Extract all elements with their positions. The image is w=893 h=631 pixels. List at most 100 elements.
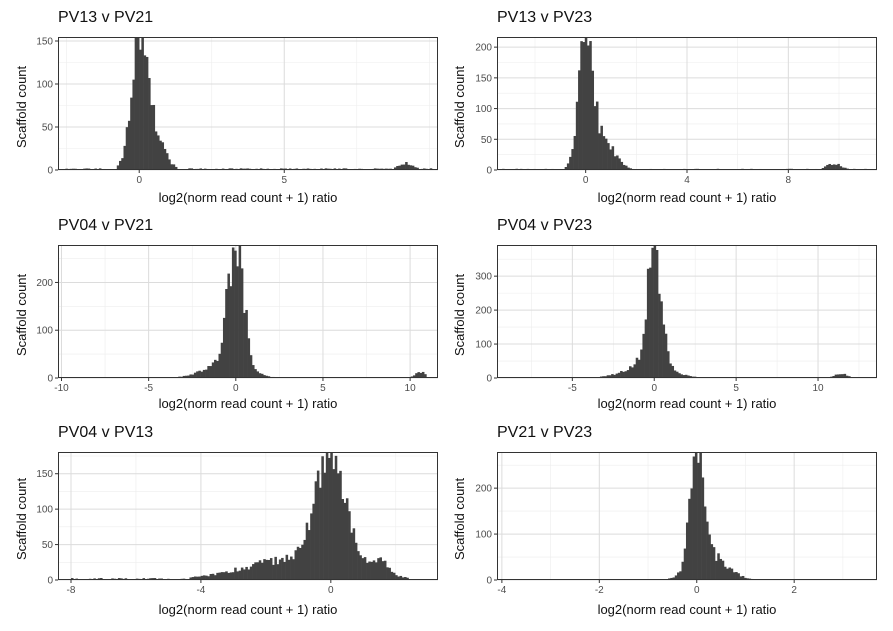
histogram-bar	[826, 164, 829, 170]
histogram-bar	[227, 572, 230, 580]
histogram-bar	[604, 138, 608, 170]
histogram-bar	[281, 557, 284, 580]
histogram-bar	[735, 572, 738, 580]
histogram-bar	[411, 165, 415, 170]
histogram-bar	[218, 572, 222, 580]
histogram-bar	[673, 370, 677, 378]
plot-background	[58, 37, 438, 170]
histogram-bar	[330, 452, 333, 580]
histogram-bar	[591, 70, 595, 170]
histogram-bar	[328, 457, 331, 580]
histogram-bar	[211, 573, 215, 580]
histogram-bar	[193, 576, 197, 580]
x-tick-label: 0	[583, 175, 589, 186]
histogram-bar	[136, 37, 140, 171]
histogram-bar	[152, 104, 156, 170]
histogram-bar	[334, 455, 338, 580]
histogram-bar	[678, 373, 681, 378]
histogram-bar	[421, 371, 425, 378]
histogram-plot: 0 50 100 150 -8 -4 0	[36, 452, 438, 596]
histogram-bar	[658, 293, 661, 378]
histogram-bar	[265, 375, 268, 378]
x-tick-label: 10	[812, 383, 824, 394]
x-tick-label: 4	[684, 175, 690, 186]
histogram-bar	[368, 561, 371, 580]
x-tick-label: 0	[328, 585, 334, 596]
histogram-bar	[622, 371, 625, 378]
histogram-bar	[154, 131, 158, 170]
histogram-bar	[205, 369, 208, 378]
histogram-bar	[409, 165, 413, 170]
y-tick-label: 50	[481, 135, 493, 146]
histogram-bar	[580, 41, 583, 170]
y-tick-label: 150	[36, 469, 53, 480]
histogram-bar	[685, 522, 689, 580]
histogram-bar	[161, 142, 165, 170]
histogram-bar	[366, 562, 369, 580]
histogram-bar	[218, 353, 222, 378]
histogram-bar	[323, 472, 327, 580]
histogram-bar	[225, 571, 228, 580]
histogram-bar	[589, 41, 592, 170]
histogram-bar	[617, 372, 621, 378]
histogram-bar	[680, 374, 683, 378]
histogram-bar	[229, 572, 233, 580]
histogram-bar	[372, 560, 376, 580]
histogram-bar	[670, 577, 673, 580]
histogram-bar	[182, 375, 186, 378]
histogram-bar	[573, 135, 577, 170]
histogram-bar	[687, 375, 690, 378]
histogram-bar	[301, 544, 304, 580]
histogram-bar	[123, 145, 127, 170]
histogram-bar	[272, 564, 275, 580]
histogram-bar	[254, 562, 257, 580]
histogram-bar	[249, 566, 253, 580]
x-axis-label: log2(norm read count + 1) ratio	[597, 190, 777, 205]
histogram-bar	[191, 577, 195, 580]
x-axis-label: log2(norm read count + 1) ratio	[158, 396, 338, 411]
histogram-bar	[390, 571, 394, 580]
histogram-bar	[236, 571, 239, 580]
histogram-bar	[644, 319, 648, 378]
histogram-bar	[310, 513, 313, 580]
histogram-bar	[238, 245, 242, 378]
histogram-bar	[172, 164, 176, 170]
histogram-bar	[593, 106, 597, 170]
histogram-bar	[269, 558, 273, 580]
histogram-bar	[254, 369, 257, 378]
histogram-bar	[247, 569, 251, 580]
y-tick-label: 100	[36, 80, 53, 91]
histogram-bar	[834, 374, 838, 378]
histogram-bar	[672, 577, 676, 580]
histogram-bar	[622, 164, 626, 170]
y-tick-label: 200	[475, 484, 492, 495]
chart-title: PV04 v PV21	[58, 217, 154, 234]
histogram-bar	[625, 165, 628, 170]
histogram-bar	[828, 163, 831, 170]
histogram-bar	[719, 558, 723, 580]
histogram-bar	[633, 364, 637, 378]
histogram-bar	[263, 375, 266, 378]
histogram-bar	[145, 56, 149, 170]
histogram-bar	[662, 324, 666, 378]
histogram-bar	[314, 481, 318, 580]
histogram-bar	[274, 556, 277, 580]
x-tick-label: -5	[144, 383, 153, 394]
histogram-bar	[211, 362, 215, 378]
x-tick-label: 2	[791, 585, 797, 596]
histogram-bar	[618, 158, 621, 170]
histogram-bar	[379, 557, 382, 580]
histogram-bar	[159, 140, 162, 170]
histogram-bar	[629, 366, 632, 378]
histogram-bar	[620, 370, 623, 378]
histogram-bar	[209, 366, 213, 378]
histogram-bar	[737, 573, 740, 580]
chart-title: PV21 v PV23	[497, 424, 593, 441]
histogram-bar	[841, 374, 844, 378]
histogram-bar	[566, 163, 570, 170]
histogram-bar	[240, 268, 244, 378]
plot-border	[497, 37, 877, 170]
histogram-bar	[600, 125, 603, 170]
histogram-bar	[584, 37, 588, 171]
y-tick-label: 200	[36, 278, 53, 289]
